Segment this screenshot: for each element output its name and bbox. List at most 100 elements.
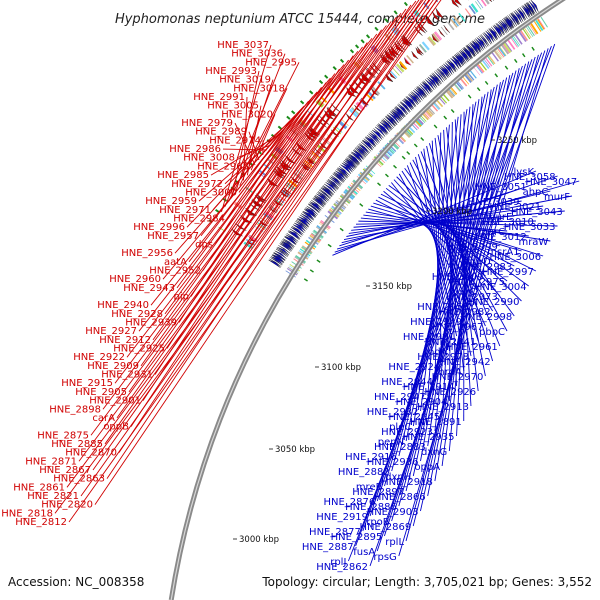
- left-gene-label: HNE_2959: [145, 196, 197, 207]
- scale-tick-label: 3100 kbp: [321, 363, 361, 373]
- cog-block: [453, 16, 462, 26]
- forward-gene-arrow: [472, 40, 482, 52]
- cog-block: [317, 144, 326, 152]
- forward-gene-arrow: [504, 17, 513, 30]
- left-gene-label: HNE_2928: [111, 309, 163, 320]
- forward-gene-arrow: [268, 259, 281, 268]
- gc-mark: [374, 26, 379, 32]
- forward-gene-arrow: [274, 250, 287, 259]
- left-callout-line: [142, 16, 397, 401]
- right-gene-label: HNE_2932: [367, 407, 419, 418]
- gc-mark: [403, 1, 408, 7]
- left-gene-label: HNE_3020: [221, 109, 273, 120]
- gc-mark: [522, 53, 526, 58]
- gc-mark: [327, 243, 332, 248]
- reverse-gene-arrow: [411, 51, 419, 60]
- cog-block: [514, 33, 523, 45]
- cog-block: [506, 39, 516, 50]
- forward-gene-arrow: [414, 88, 425, 100]
- right-gene-label: HNE_2895: [331, 532, 383, 543]
- right-callout-line: [341, 190, 551, 244]
- right-gene-label: rpsG: [373, 552, 396, 563]
- cog-block: [530, 23, 539, 35]
- right-gene-label: HNE_2887: [302, 542, 354, 553]
- right-gene-label: HNE_3039: [468, 197, 520, 208]
- gc-mark: [401, 155, 406, 160]
- forward-gene-arrow: [344, 160, 355, 170]
- cog-block: [337, 120, 347, 130]
- right-gene-label: mreB: [356, 482, 383, 493]
- forward-gene-arrow: [298, 216, 311, 226]
- left-gene-label: HNE_3018: [233, 83, 285, 94]
- cog-block: [524, 27, 532, 39]
- left-callout-line: [162, 77, 331, 280]
- forward-gene-arrow: [365, 136, 377, 147]
- left-gene-label: oppB: [103, 422, 129, 433]
- forward-gene-arrow: [417, 85, 428, 97]
- left-gene-label: HNE_2985: [157, 170, 209, 181]
- forward-gene-arrow: [422, 81, 433, 93]
- left-gene-label: HNE_2820: [41, 500, 93, 511]
- forward-gene-arrow: [324, 183, 336, 193]
- forward-gene-arrow: [291, 226, 304, 235]
- forward-gene-arrow: [420, 83, 430, 95]
- gc-mark: [309, 90, 314, 95]
- gc-mark: [406, 151, 411, 155]
- left-gene-label: HNE_3000: [185, 187, 237, 198]
- forward-gene-arrow: [503, 18, 512, 30]
- forward-gene-arrow: [379, 121, 390, 132]
- cog-block: [472, 65, 481, 76]
- forward-gene-arrow: [476, 37, 486, 49]
- forward-gene-arrow: [489, 27, 498, 40]
- callout-lines: [54, 0, 580, 567]
- genome-info-label: Topology: circular; Length: 3,705,021 bp…: [261, 575, 592, 589]
- forward-gene-arrow: [454, 54, 464, 67]
- forward-gene-arrow: [363, 138, 375, 149]
- forward-gene-arrow: [336, 168, 348, 178]
- forward-gene-arrow: [459, 50, 469, 62]
- cog-block: [450, 18, 458, 28]
- left-gene-label: HNE_2812: [15, 517, 67, 528]
- left-callout-line: [68, 0, 442, 523]
- forward-gene-arrow: [310, 201, 322, 211]
- left-gene-label: HNE_3008: [183, 153, 235, 164]
- forward-gene-arrow: [284, 235, 297, 245]
- forward-gene-arrow: [304, 208, 317, 218]
- forward-gene-arrow: [463, 46, 473, 59]
- cog-block: [496, 47, 505, 58]
- cog-block: [427, 36, 436, 47]
- right-gene-label: HNE_2897: [352, 487, 404, 498]
- right-gene-label: HNE_2914: [403, 382, 455, 393]
- forward-gene-arrow: [322, 186, 334, 196]
- right-gene-label: HNE_3033: [504, 222, 556, 233]
- forward-gene-arrow: [313, 197, 325, 207]
- forward-gene-arrow: [330, 176, 342, 186]
- gc-mark: [393, 164, 397, 169]
- cog-block: [529, 24, 537, 35]
- forward-gene-arrow: [349, 154, 361, 164]
- right-gene-label: rpoB: [366, 517, 390, 528]
- forward-gene-arrow: [336, 169, 348, 179]
- gc-mark: [514, 58, 518, 63]
- forward-gene-arrow: [280, 242, 292, 251]
- cog-block: [486, 54, 495, 65]
- forward-gene-arrow: [383, 117, 394, 129]
- gc-mark: [309, 269, 314, 273]
- gc-mark: [318, 79, 324, 85]
- forward-gene-arrow: [465, 45, 475, 58]
- left-gene-label: HNE_2875: [37, 430, 89, 441]
- forward-gene-arrow: [385, 115, 396, 127]
- cog-block: [351, 107, 360, 115]
- forward-gene-arrow: [408, 94, 418, 106]
- right-gene-label: HNE_2944: [381, 377, 433, 388]
- forward-gene-arrow: [398, 103, 409, 115]
- left-callout-line: [114, 25, 387, 384]
- gc-mark: [484, 80, 489, 85]
- forward-gene-arrow: [410, 92, 421, 103]
- left-callout-line: [80, 0, 434, 497]
- forward-gene-arrow: [408, 93, 419, 105]
- left-gene-label: HNE_2940: [97, 300, 149, 311]
- forward-gene-arrow: [498, 21, 507, 34]
- cog-block: [398, 60, 408, 70]
